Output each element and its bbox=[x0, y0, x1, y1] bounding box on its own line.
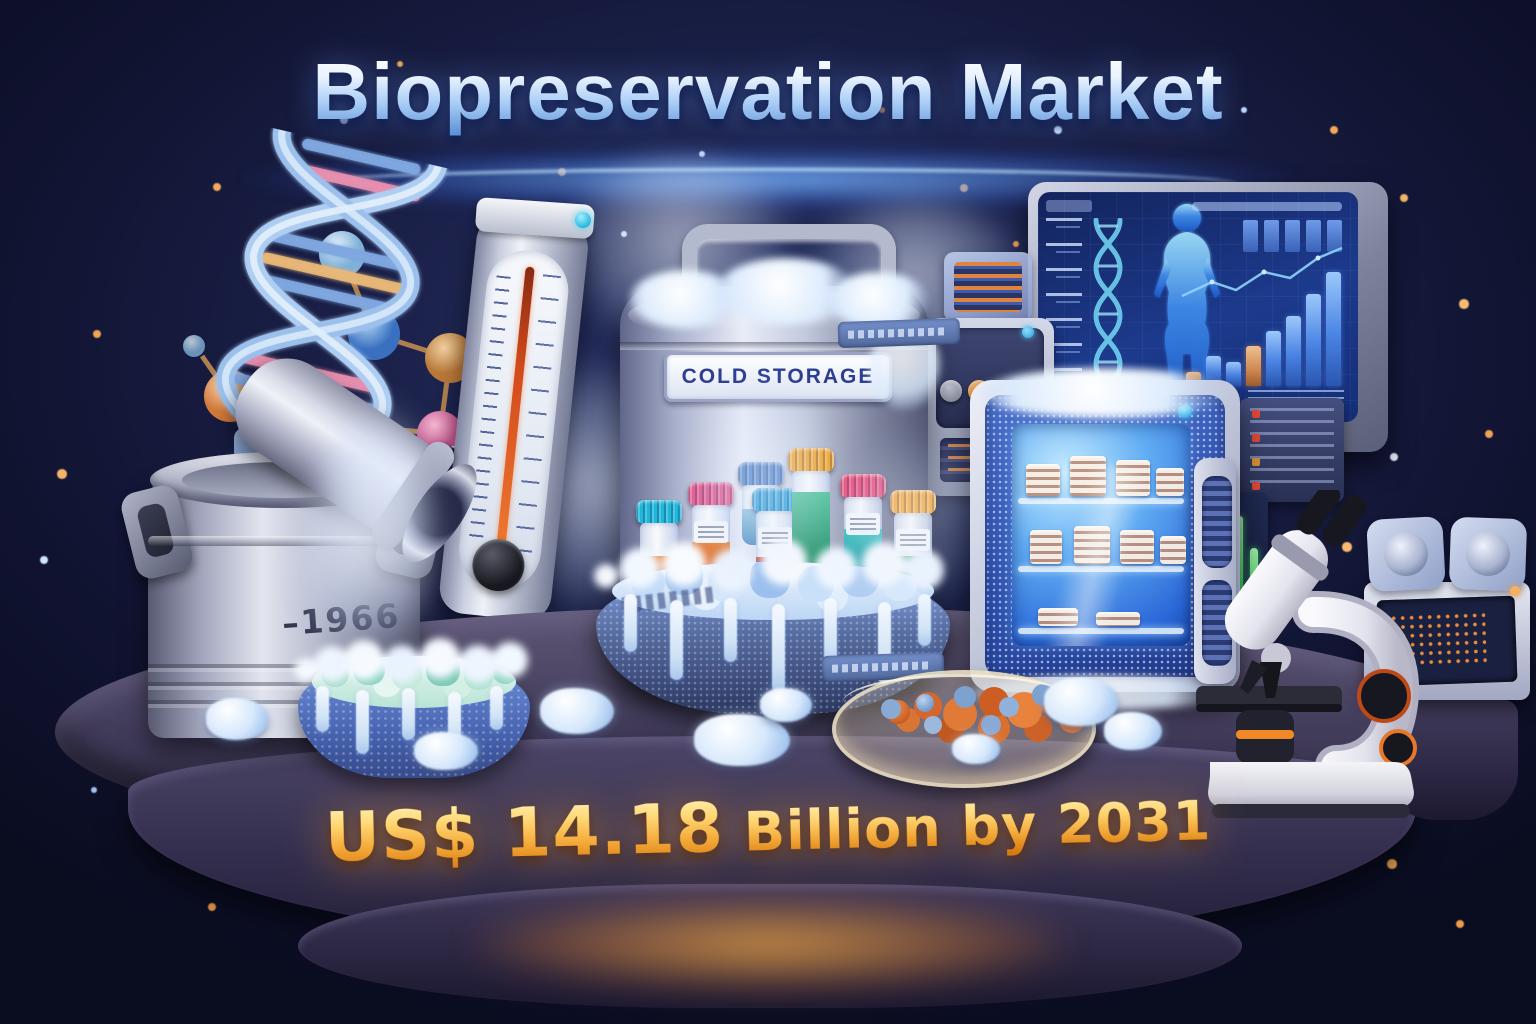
title-arc-line bbox=[300, 168, 1240, 201]
screen-human-hologram bbox=[1154, 204, 1220, 400]
ice-chunk bbox=[694, 714, 790, 766]
petri-dish-stack bbox=[1038, 608, 1078, 626]
bowl-frost-rim bbox=[294, 658, 318, 682]
ice-chunk bbox=[1104, 712, 1162, 750]
ice-chunk bbox=[952, 734, 1000, 764]
ice-drip bbox=[316, 686, 329, 732]
petri-dish-rim bbox=[842, 674, 1078, 733]
fridge-handle[interactable] bbox=[1202, 476, 1232, 568]
panel-knob[interactable] bbox=[940, 380, 962, 402]
ice-chunk bbox=[206, 698, 268, 740]
ice-drip bbox=[772, 604, 785, 692]
screen-top-strip bbox=[1192, 202, 1342, 211]
petri-dish-stack bbox=[1026, 464, 1060, 496]
petri-dish-stack bbox=[1030, 530, 1062, 564]
screen-data-list-dim bbox=[1056, 226, 1080, 396]
frost-bowl bbox=[294, 638, 530, 784]
canister-band bbox=[148, 536, 420, 546]
tank-name-plate: COLD STORAGE bbox=[664, 352, 892, 402]
ice-drip bbox=[670, 600, 683, 680]
monitor-bars bbox=[1186, 258, 1344, 386]
server-rack-panel bbox=[1240, 398, 1344, 502]
petri-dish-stack bbox=[1074, 526, 1110, 564]
device-led bbox=[1510, 586, 1520, 596]
screen-trend-line bbox=[1181, 246, 1343, 298]
bucket-frost-rim bbox=[594, 564, 618, 588]
fridge-shelf bbox=[1018, 628, 1184, 634]
fridge-shelf bbox=[1018, 566, 1184, 572]
ice-drip bbox=[918, 594, 931, 646]
fridge-glass-door[interactable] bbox=[1012, 424, 1190, 646]
ice-drip bbox=[402, 688, 415, 740]
screen-header-block bbox=[1046, 200, 1092, 212]
ice-drip bbox=[624, 594, 637, 652]
petri-dish bbox=[832, 660, 1096, 788]
ice-surface bbox=[616, 570, 628, 582]
bowl-steam bbox=[322, 420, 432, 670]
screen-block-row bbox=[1243, 220, 1342, 252]
fridge-shelf bbox=[1018, 498, 1184, 504]
headline-amount: US$ 14.18 bbox=[323, 789, 725, 878]
platform-warm-glow bbox=[470, 896, 1070, 992]
tank-groove bbox=[620, 342, 928, 350]
vapor-cloud bbox=[700, 380, 830, 600]
petri-dish-stack bbox=[1116, 460, 1150, 496]
ice-drip bbox=[724, 598, 737, 662]
monitor-bar bbox=[1326, 272, 1341, 386]
mini-display bbox=[944, 252, 1032, 322]
ice-chunk bbox=[540, 688, 614, 734]
ice-drip bbox=[824, 598, 837, 668]
page-title: Biopreservation Market bbox=[0, 46, 1536, 138]
ice-chunk bbox=[414, 732, 478, 770]
device-lens-right bbox=[1448, 516, 1528, 592]
petri-dish-stack bbox=[1156, 468, 1184, 496]
monitor-bar bbox=[1246, 346, 1261, 386]
petri-dish-stack bbox=[1096, 612, 1140, 626]
petri-dish-stack bbox=[1070, 456, 1106, 496]
ice-drip bbox=[490, 686, 503, 730]
monitor-bar bbox=[1266, 331, 1281, 386]
monitor-bar bbox=[1286, 316, 1301, 386]
ice-chunk bbox=[1044, 678, 1118, 726]
headline-suffix: Billion by 2031 bbox=[723, 789, 1213, 865]
fridge-top-frost bbox=[980, 368, 1230, 418]
monitor-bar bbox=[1306, 294, 1321, 386]
ice-drip bbox=[356, 690, 369, 754]
monitor-bar bbox=[1226, 362, 1241, 386]
microscope bbox=[1196, 490, 1420, 818]
sparkles-blue bbox=[0, 0, 4, 4]
tank-small-plaque bbox=[837, 317, 961, 349]
vapor-cloud bbox=[850, 430, 970, 630]
petri-dish-stack bbox=[1120, 530, 1154, 564]
panel-led bbox=[1022, 326, 1034, 338]
petri-dish-stack bbox=[1160, 536, 1186, 564]
ice-chunk bbox=[760, 688, 812, 722]
